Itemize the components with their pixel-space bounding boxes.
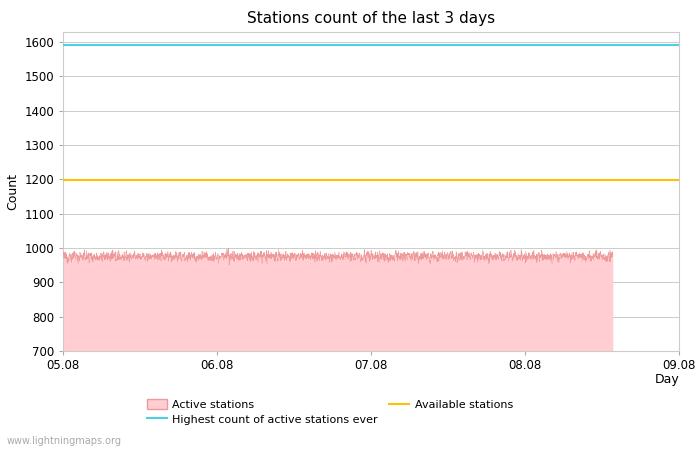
Text: Day: Day xyxy=(654,374,679,387)
Y-axis label: Count: Count xyxy=(6,173,20,210)
Legend: Active stations, Highest count of active stations ever, Available stations: Active stations, Highest count of active… xyxy=(143,395,517,429)
Text: www.lightningmaps.org: www.lightningmaps.org xyxy=(7,436,122,446)
Title: Stations count of the last 3 days: Stations count of the last 3 days xyxy=(247,11,495,26)
